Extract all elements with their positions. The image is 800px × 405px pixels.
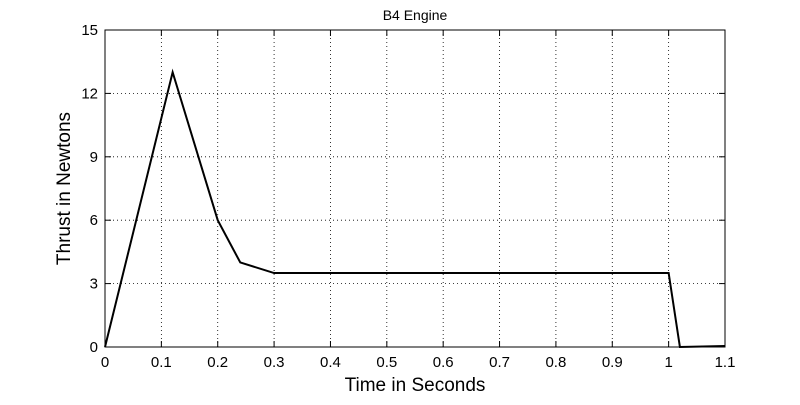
y-tick-label: 6 (90, 212, 98, 229)
x-tick-labels: 0 0.1 0.2 0.3 0.4 0.5 0.6 0.7 0.8 0.9 1 1.1 (101, 354, 736, 371)
x-tick-label: 0.9 (602, 354, 623, 371)
series-layer (104, 68, 726, 349)
x-tick-label: 0.1 (151, 354, 172, 371)
y-axis-label: Thrust in Newtons (54, 112, 75, 265)
plot-frame (104, 29, 726, 348)
y-tick-label: 15 (81, 22, 98, 39)
plot-area (105, 30, 725, 347)
x-tick-label: 0.8 (545, 354, 566, 371)
x-tick-label: 0.3 (264, 354, 285, 371)
y-tick-label: 3 (90, 276, 98, 293)
y-tick-label: 0 (90, 339, 98, 356)
x-tick-label: 1 (664, 354, 672, 371)
grid (105, 30, 725, 347)
ticks (104, 29, 726, 348)
x-tick-label: 0.2 (207, 354, 228, 371)
x-axis-label: Time in Seconds (345, 375, 486, 396)
x-tick-label: 1.1 (715, 354, 736, 371)
y-tick-label: 12 (81, 85, 98, 102)
x-tick-label: 0.5 (376, 354, 397, 371)
y-tick-label: 9 (90, 149, 98, 166)
x-tick-label: 0.7 (489, 354, 510, 371)
x-tick-label: 0.4 (320, 354, 341, 371)
y-tick-labels: 0 3 6 9 12 15 (81, 22, 98, 356)
x-tick-label: 0 (101, 354, 109, 371)
x-tick-label: 0.6 (433, 354, 454, 371)
thrust-series-line (104, 68, 726, 349)
chart-title: B4 Engine (383, 7, 448, 23)
